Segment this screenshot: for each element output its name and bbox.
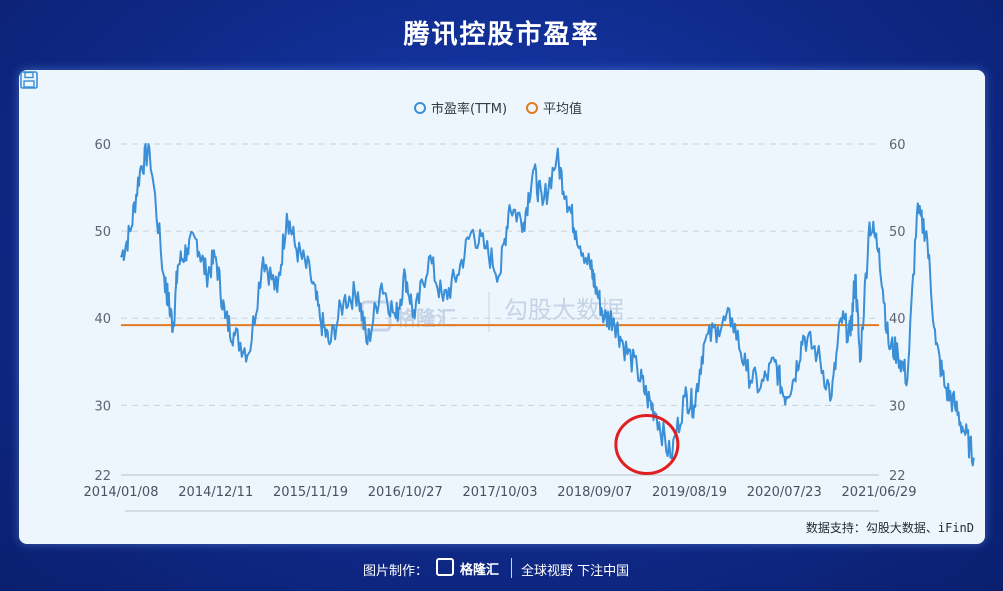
series-line-pe-ttm [120, 143, 975, 467]
x-tick-label: 2021/06/29 [842, 485, 917, 500]
legend-marker-average [526, 102, 538, 114]
x-tick-label: 2019/08/19 [652, 485, 727, 500]
x-tick-label: 2018/09/07 [557, 485, 632, 500]
source-note: 数据支持：勾股大数据、iFinD [806, 520, 974, 535]
y-tick-label-left: 50 [94, 225, 111, 240]
watermark-brand: 格隆汇 [396, 306, 456, 330]
legend-label-pe-ttm: 市盈率(TTM) [431, 101, 507, 117]
y-tick-label-left: 22 [94, 469, 111, 484]
y-tick-label-left: 40 [94, 312, 111, 327]
x-tick-label: 2014/01/08 [84, 485, 159, 500]
page-title: 腾讯控股市盈率 [403, 20, 600, 50]
footer: 图片制作： 格隆汇 全球视野 下注中国 [0, 556, 1003, 582]
y-tick-label-right: 60 [889, 138, 906, 153]
legend-marker-pe-ttm [414, 102, 426, 114]
y-tick-label-left: 60 [94, 138, 111, 153]
x-tick-label: 2014/12/11 [178, 485, 253, 500]
annotation-circle [614, 414, 680, 476]
y-tick-label-right: 30 [889, 399, 906, 414]
x-tick-label: 2015/11/19 [273, 485, 348, 500]
made-by-label: 图片制作： [363, 564, 429, 579]
y-tick-label-left: 30 [94, 399, 111, 414]
save-icon[interactable] [19, 70, 39, 90]
y-tick-label-right: 50 [889, 225, 906, 240]
y-tick-label-right: 22 [889, 469, 906, 484]
footer-divider [511, 558, 512, 578]
footer-slogan: 全球视野 下注中国 [521, 564, 630, 579]
y-tick-label-right: 40 [889, 312, 906, 327]
x-tick-label: 2020/07/23 [747, 485, 822, 500]
gelonghui-logo-icon [436, 558, 454, 576]
x-tick-label: 2016/10/27 [368, 485, 443, 500]
x-tick-label: 2017/10/03 [463, 485, 538, 500]
footer-brand: 格隆汇 [460, 563, 500, 578]
legend-label-average: 平均值 [543, 101, 582, 117]
chart-card: 格隆汇 勾股大数据 22 22 30 30 40 40 50 50 60 60 2014/01/08 20… [19, 70, 985, 544]
